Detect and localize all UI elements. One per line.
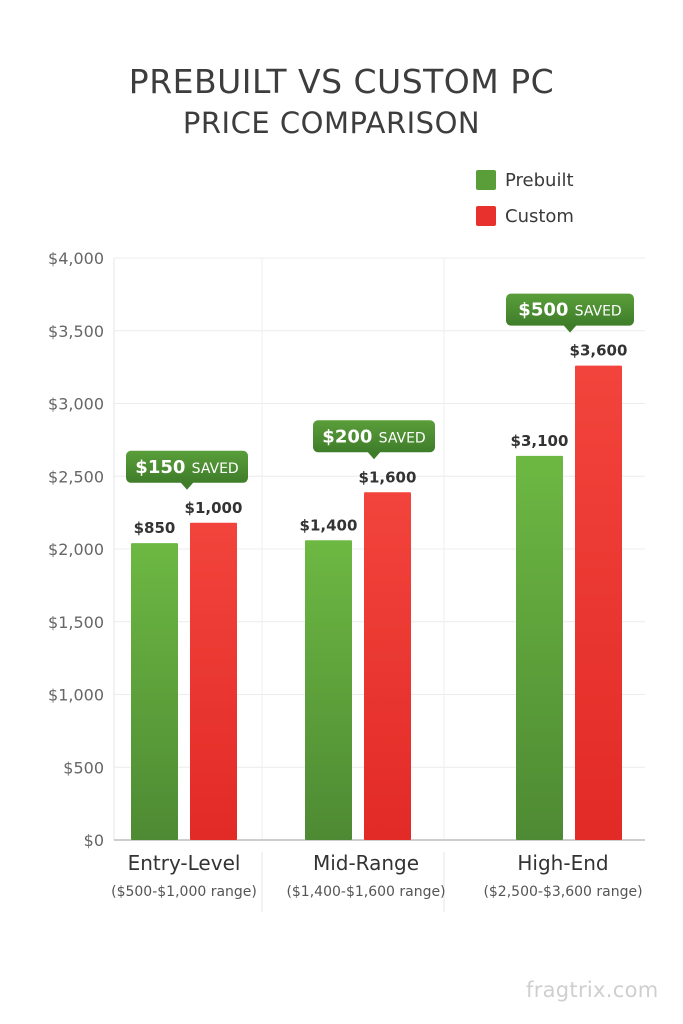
savings-word: SAVED [379,430,426,446]
x-category-label: High-End [517,851,608,875]
data-label-custom: $3,600 [570,342,628,360]
chart-title-line-2: PRICE COMPARISON [182,106,481,140]
legend-swatch-prebuilt [476,170,496,190]
y-tick-label: $1,000 [48,686,104,705]
x-category-label: Mid-Range [313,851,419,875]
x-category-label: Entry-Level [128,851,241,875]
data-label-prebuilt: $1,400 [300,516,358,534]
legend-item-prebuilt: Prebuilt [476,162,574,198]
legend-label-custom: Custom [505,205,574,227]
savings-word: SAVED [192,461,239,477]
bar-prebuilt [131,543,178,840]
savings-badge [313,420,435,453]
y-tick-label: $1,500 [48,613,104,632]
y-tick-label: $0 [84,831,104,850]
data-label-prebuilt: $3,100 [511,432,569,450]
savings-badge [126,450,248,483]
savings-badge-text: $200 SAVED [322,426,425,447]
savings-badge-text: $150 SAVED [135,457,238,478]
y-tick-label: $500 [63,758,104,777]
chart-title-line-1: PREBUILT VS CUSTOM PC [128,62,555,101]
savings-badge-pointer [180,481,194,490]
legend: Prebuilt Custom [476,162,574,234]
bar-custom [575,365,622,840]
savings-amount: $200 [322,426,378,447]
bar-custom [364,492,411,840]
savings-badge-pointer [563,324,577,333]
y-tick-label: $3,500 [48,322,104,341]
data-label-prebuilt: $850 [134,519,176,537]
savings-word: SAVED [575,304,622,320]
data-label-custom: $1,000 [185,499,243,517]
x-category-sublabel: ($500-$1,000 range) [111,884,257,900]
watermark: fragtrix.com [526,978,659,1002]
savings-badge [506,293,634,326]
x-category-sublabel: ($1,400-$1,600 range) [286,884,445,900]
savings-badge-pointer [367,451,381,460]
bar-custom [190,522,237,840]
savings-amount: $150 [135,457,191,478]
bar-prebuilt [305,540,352,840]
y-tick-label: $2,500 [48,467,104,486]
y-tick-label: $4,000 [48,249,104,268]
bar-prebuilt [516,455,563,840]
y-tick-label: $3,000 [48,395,104,414]
data-label-custom: $1,600 [359,468,417,486]
savings-badge-text: $500 SAVED [518,300,621,321]
legend-item-custom: Custom [476,198,574,234]
legend-swatch-custom [476,206,496,226]
savings-amount: $500 [518,300,574,321]
legend-label-prebuilt: Prebuilt [505,169,574,191]
y-tick-label: $2,000 [48,540,104,559]
x-category-sublabel: ($2,500-$3,600 range) [483,884,642,900]
